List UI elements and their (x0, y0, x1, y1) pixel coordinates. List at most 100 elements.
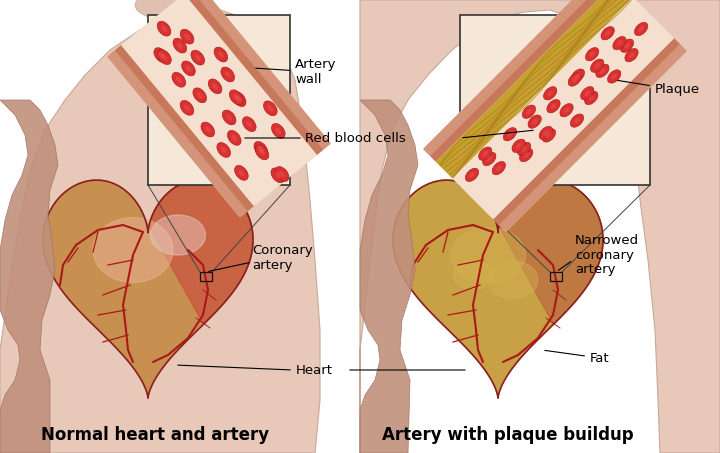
Ellipse shape (585, 90, 590, 96)
Ellipse shape (228, 130, 241, 145)
Ellipse shape (574, 118, 580, 124)
Ellipse shape (231, 135, 237, 141)
Ellipse shape (532, 119, 538, 125)
Ellipse shape (218, 51, 224, 58)
Ellipse shape (226, 114, 232, 121)
Ellipse shape (546, 100, 560, 113)
Ellipse shape (180, 29, 194, 44)
Ellipse shape (613, 37, 626, 50)
Polygon shape (437, 0, 673, 218)
Ellipse shape (230, 90, 243, 105)
Ellipse shape (629, 52, 634, 58)
Ellipse shape (235, 165, 248, 180)
Ellipse shape (221, 147, 227, 153)
Ellipse shape (605, 30, 611, 36)
Ellipse shape (271, 123, 285, 138)
Ellipse shape (222, 110, 236, 125)
Text: Fat: Fat (545, 350, 610, 365)
Ellipse shape (601, 27, 614, 40)
Ellipse shape (271, 168, 284, 183)
Ellipse shape (217, 143, 230, 157)
Ellipse shape (197, 92, 203, 99)
Ellipse shape (259, 149, 265, 155)
Polygon shape (145, 180, 253, 324)
Text: Plaque: Plaque (618, 81, 700, 96)
Ellipse shape (275, 128, 282, 134)
Ellipse shape (173, 38, 186, 53)
Ellipse shape (488, 261, 538, 299)
Polygon shape (43, 180, 253, 398)
Text: Coronary
artery: Coronary artery (252, 244, 312, 272)
Ellipse shape (634, 22, 648, 36)
Polygon shape (424, 0, 611, 156)
Ellipse shape (507, 131, 513, 137)
Ellipse shape (522, 105, 536, 118)
Text: Red blood cells: Red blood cells (305, 131, 406, 145)
Polygon shape (184, 0, 323, 155)
Ellipse shape (212, 83, 218, 90)
Ellipse shape (191, 50, 204, 65)
Ellipse shape (526, 109, 532, 115)
Ellipse shape (255, 145, 269, 160)
Ellipse shape (625, 48, 638, 62)
Ellipse shape (503, 128, 517, 141)
Polygon shape (108, 0, 330, 217)
Polygon shape (495, 180, 603, 324)
Ellipse shape (520, 149, 533, 162)
Ellipse shape (201, 122, 215, 137)
Ellipse shape (451, 227, 526, 283)
Ellipse shape (150, 215, 205, 255)
Polygon shape (0, 100, 58, 453)
Polygon shape (122, 0, 316, 205)
Polygon shape (437, 0, 632, 177)
Bar (200, 272, 212, 281)
Ellipse shape (572, 77, 577, 82)
Ellipse shape (279, 171, 285, 177)
Ellipse shape (564, 107, 570, 113)
Ellipse shape (482, 151, 488, 157)
Ellipse shape (236, 96, 242, 102)
Ellipse shape (512, 139, 526, 153)
Text: Artery with plaque buildup: Artery with plaque buildup (382, 426, 634, 444)
Ellipse shape (208, 79, 222, 94)
Polygon shape (393, 180, 603, 398)
Ellipse shape (180, 101, 194, 116)
Polygon shape (424, 0, 686, 231)
Polygon shape (431, 0, 617, 162)
Ellipse shape (608, 70, 621, 83)
Ellipse shape (616, 40, 622, 46)
Ellipse shape (516, 143, 521, 149)
Ellipse shape (465, 168, 479, 182)
Ellipse shape (611, 73, 617, 79)
Polygon shape (360, 0, 720, 453)
Ellipse shape (93, 217, 173, 283)
Ellipse shape (539, 126, 552, 140)
Ellipse shape (214, 47, 228, 62)
Ellipse shape (518, 142, 531, 155)
Ellipse shape (551, 103, 557, 109)
Polygon shape (116, 45, 254, 210)
Bar (550, 272, 562, 281)
Ellipse shape (176, 77, 181, 83)
Ellipse shape (568, 73, 582, 86)
Ellipse shape (482, 152, 496, 166)
Ellipse shape (544, 87, 557, 100)
Ellipse shape (161, 54, 168, 60)
Ellipse shape (479, 147, 492, 160)
Ellipse shape (453, 260, 493, 290)
Ellipse shape (588, 95, 594, 101)
Ellipse shape (521, 146, 527, 152)
Ellipse shape (600, 68, 606, 74)
Polygon shape (0, 10, 320, 453)
Ellipse shape (487, 156, 492, 162)
Ellipse shape (158, 52, 163, 58)
Ellipse shape (161, 25, 167, 32)
Ellipse shape (585, 92, 598, 105)
Ellipse shape (186, 65, 192, 72)
Ellipse shape (195, 54, 201, 61)
Polygon shape (499, 44, 686, 231)
Ellipse shape (585, 48, 599, 61)
Ellipse shape (177, 42, 183, 49)
Ellipse shape (233, 94, 239, 101)
Bar (148, 15, 290, 185)
